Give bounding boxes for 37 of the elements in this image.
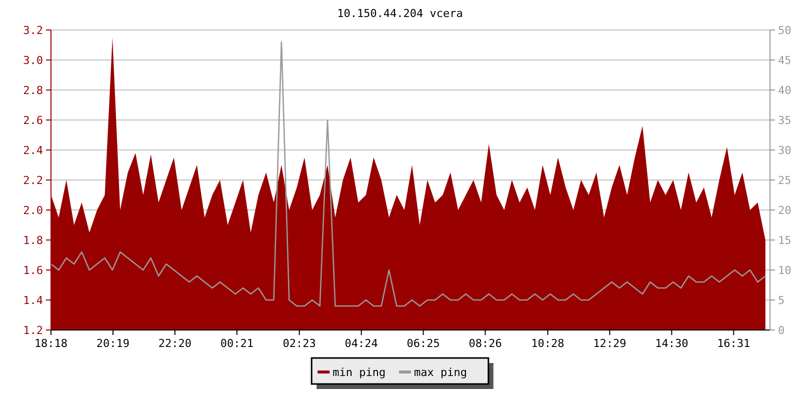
x-tick-label: 18:18 [34,337,68,350]
y2-tick-label: 10 [778,264,792,277]
x-tick-label: 02:23 [282,337,316,350]
x-tick-label: 22:20 [158,337,192,350]
y2-tick-label: 0 [778,324,785,337]
x-tick-label: 00:21 [220,337,254,350]
y-tick-label: 1.6 [23,264,43,277]
y-tick-label: 2.4 [23,144,44,157]
y-tick-label: 3.0 [23,54,43,67]
y2-tick-label: 45 [778,54,792,67]
y2-tick-label: 5 [778,294,785,307]
legend-label: max ping [414,366,467,379]
y2-tick-label: 35 [778,114,792,127]
y-tick-label: 1.4 [23,294,44,307]
x-tick-label: 16:31 [717,337,750,350]
y-tick-label: 2.8 [23,84,43,97]
y-tick-label: 1.2 [23,324,43,337]
x-tick-label: 06:25 [406,337,440,350]
x-tick-label: 12:29 [593,337,626,350]
y2-tick-label: 15 [778,234,792,247]
x-tick-label: 10:28 [531,337,564,350]
y2-tick-label: 50 [778,24,792,37]
y-tick-label: 1.8 [23,234,43,247]
y2-tick-label: 25 [778,174,792,187]
y-tick-label: 2.2 [23,174,43,187]
y2-tick-label: 30 [778,144,792,157]
y-tick-label: 2.6 [23,114,43,127]
x-tick-label: 08:26 [468,337,502,350]
x-tick-label: 14:30 [655,337,688,350]
y-tick-label: 2.0 [23,204,43,217]
y2-tick-label: 40 [778,84,792,97]
y2-tick-label: 20 [778,204,792,217]
x-tick-label: 20:19 [96,337,130,350]
chart-title: 10.150.44.204 vcera [337,7,463,20]
y-tick-label: 3.2 [23,24,43,37]
x-tick-label: 04:24 [344,337,378,350]
legend-label: min ping [332,366,386,379]
